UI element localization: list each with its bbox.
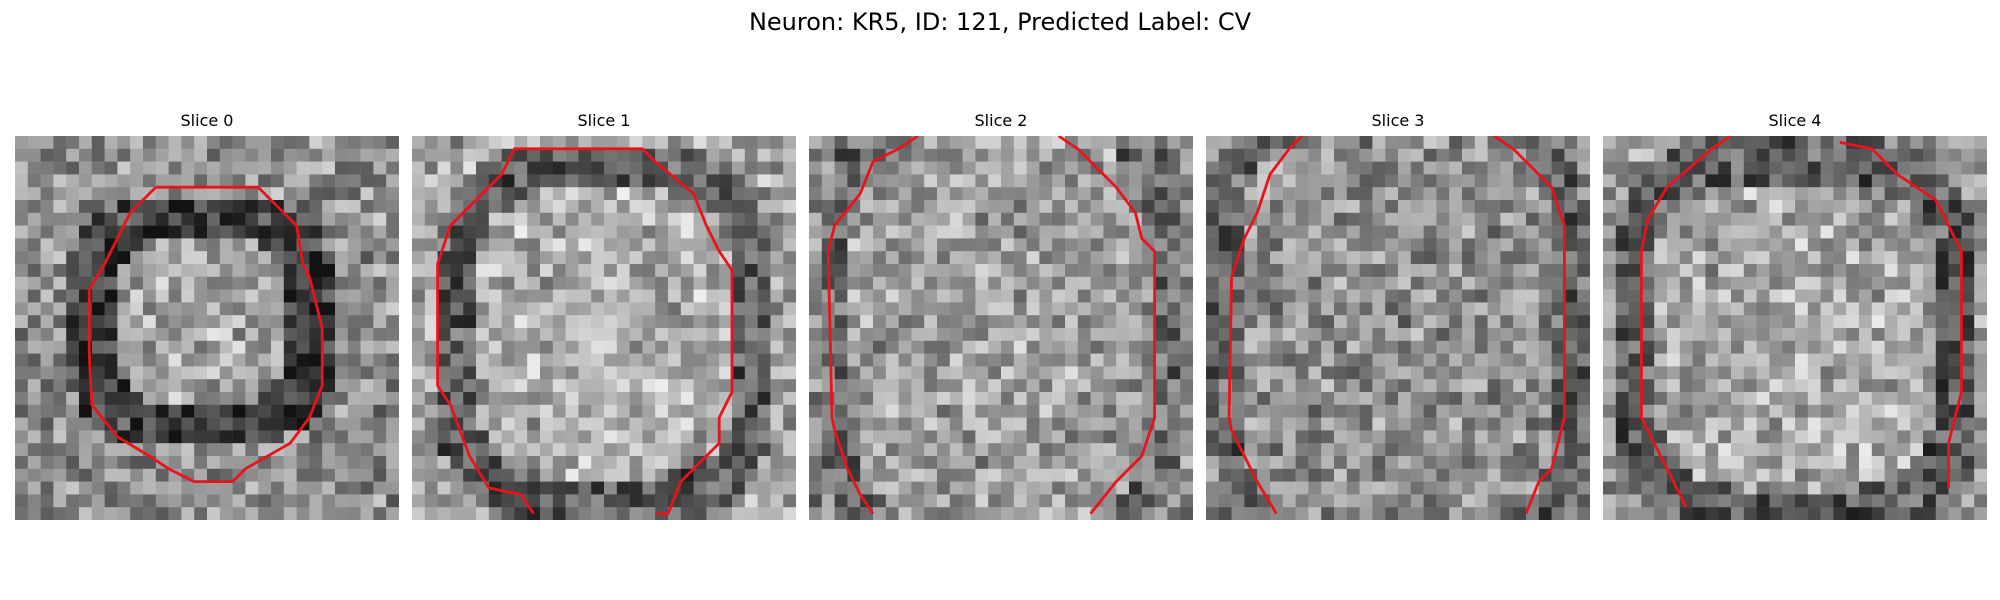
slice-title: Slice 3 [1371,111,1425,130]
pixel-grid [412,136,796,520]
slice-image [809,136,1193,520]
segmentation-contour [826,136,919,515]
segmentation-contour [1227,136,1303,515]
segmentation-contour [1493,136,1566,515]
segmentation-contour [87,185,324,484]
slice-title: Slice 1 [577,111,631,130]
slice-panel-4: Slice 4 [1603,110,1987,520]
slice-image [1206,136,1590,520]
slice-title: Slice 4 [1768,111,1822,130]
slice-panel-0: Slice 0 [15,110,399,520]
segmentation-contour [1057,136,1157,515]
slice-image [1603,136,1987,520]
pixel-grid [15,136,399,520]
slice-image [15,136,399,520]
slice-panel-2: Slice 2 [809,110,1193,520]
segmentation-contour [436,147,734,516]
pixel-grid [1603,136,1987,520]
segmentation-contour [1839,141,1963,488]
pixel-grid [1206,136,1590,520]
slice-title: Slice 2 [974,111,1028,130]
figure-title: Neuron: KR5, ID: 121, Predicted Label: C… [748,8,1252,36]
segmentation-contour [1639,136,1732,508]
slice-title: Slice 0 [180,111,234,130]
slice-panel-1: Slice 1 [412,110,796,520]
slice-image [412,136,796,520]
slice-panel-3: Slice 3 [1206,110,1590,520]
